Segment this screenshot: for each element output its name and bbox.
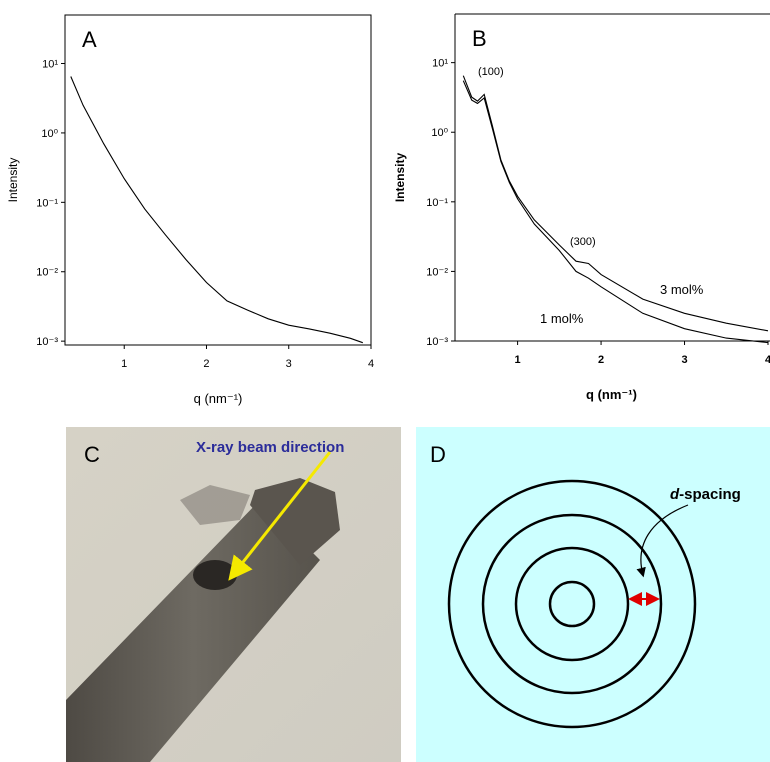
panel-label: B bbox=[472, 26, 487, 51]
charts: 10¹ 10⁰ 10⁻¹ 10⁻² 10⁻³ 1 2 3 4 q (nm⁻¹) Intensity A… bbox=[6, 14, 770, 406]
page: {"chart_data": [ {"type": "line", "title… bbox=[0, 0, 770, 762]
annotation: (300) bbox=[570, 236, 596, 248]
x-tick-label: 4 bbox=[368, 358, 374, 370]
y-axis-label: Intensity bbox=[6, 158, 20, 203]
panel-d: D d-spacing bbox=[416, 427, 770, 762]
series-line bbox=[463, 81, 768, 343]
x-tick-label: 3 bbox=[286, 358, 292, 370]
x-tick-label: 2 bbox=[598, 354, 604, 366]
chart: 10¹ 10⁰ 10⁻¹ 10⁻² 10⁻³ 1 2 3 4 q (nm⁻¹) Intensity A bbox=[6, 15, 374, 406]
panel-label: A bbox=[82, 27, 97, 52]
y-axis-label: Intensity bbox=[393, 153, 407, 203]
y-tick-label: 10⁻³ bbox=[426, 336, 448, 348]
x-tick-label: 3 bbox=[681, 354, 687, 366]
annotation: X-ray beam direction bbox=[196, 439, 344, 456]
y-tick-label: 10⁻² bbox=[36, 267, 58, 279]
annotation-text: -spacing bbox=[679, 486, 741, 503]
series-label: 3 mol% bbox=[660, 282, 704, 297]
x-tick-label: 1 bbox=[515, 354, 521, 366]
x-axis-label: q (nm⁻¹) bbox=[194, 391, 243, 406]
annotation: d-spacing bbox=[670, 486, 741, 503]
plot-frame bbox=[65, 15, 371, 345]
y-tick-label: 10⁻¹ bbox=[36, 197, 58, 209]
x-tick-label: 4 bbox=[765, 354, 770, 366]
series-label: 1 mol% bbox=[540, 311, 584, 326]
y-tick-label: 10⁻² bbox=[426, 266, 448, 278]
x-axis-label: q (nm⁻¹) bbox=[586, 387, 637, 402]
annotation: (100) bbox=[478, 66, 504, 78]
panel-label: D bbox=[430, 442, 446, 467]
x-tick-label: 2 bbox=[203, 358, 209, 370]
y-tick-label: 10⁰ bbox=[431, 127, 448, 139]
figure: 10¹ 10⁰ 10⁻¹ 10⁻² 10⁻³ 1 2 3 4 q (nm⁻¹) Intensity A… bbox=[0, 0, 770, 762]
y-tick-label: 10⁰ bbox=[41, 128, 58, 140]
y-tick-label: 10⁻¹ bbox=[426, 197, 448, 209]
series-line bbox=[463, 76, 768, 331]
y-tick-label: 10¹ bbox=[432, 58, 448, 70]
dark-spot bbox=[193, 560, 237, 590]
y-tick-label: 10⁻³ bbox=[36, 336, 58, 348]
y-tick-label: 10¹ bbox=[42, 59, 58, 71]
panel-c: C X-ray beam direction bbox=[66, 427, 401, 762]
series-line bbox=[71, 77, 363, 343]
panel-label: C bbox=[84, 442, 100, 467]
chart: 10¹ 10⁰ 10⁻¹ 10⁻² 10⁻³ 1 2 3 4 q (nm⁻¹) Intensity B… bbox=[393, 14, 770, 402]
x-tick-label: 1 bbox=[121, 358, 127, 370]
